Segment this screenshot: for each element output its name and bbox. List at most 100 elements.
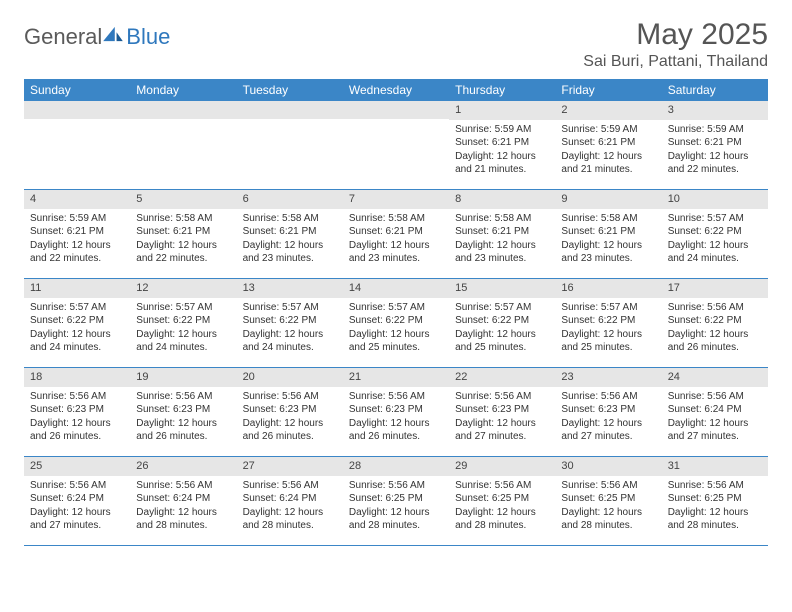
cell-body: Sunrise: 5:58 AMSunset: 6:21 PMDaylight:…: [449, 209, 555, 270]
calendar-page: General Blue May 2025 Sai Buri, Pattani,…: [0, 0, 792, 558]
sunrise-text: Sunrise: 5:59 AM: [668, 123, 762, 137]
sunrise-text: Sunrise: 5:58 AM: [136, 212, 230, 226]
cell-body: Sunrise: 5:59 AMSunset: 6:21 PMDaylight:…: [24, 209, 130, 270]
sunrise-text: Sunrise: 5:57 AM: [668, 212, 762, 226]
day-number: 13: [237, 279, 343, 298]
sunset-text: Sunset: 6:23 PM: [561, 403, 655, 417]
daylight-text: Daylight: 12 hours and 22 minutes.: [668, 150, 762, 177]
calendar-cell: [343, 101, 449, 189]
sunrise-text: Sunrise: 5:59 AM: [30, 212, 124, 226]
day-number: [237, 101, 343, 119]
sunset-text: Sunset: 6:21 PM: [30, 225, 124, 239]
day-number: 9: [555, 190, 661, 209]
daylight-text: Daylight: 12 hours and 23 minutes.: [561, 239, 655, 266]
sunrise-text: Sunrise: 5:56 AM: [561, 390, 655, 404]
day-number: 10: [662, 190, 768, 209]
week-row: 1Sunrise: 5:59 AMSunset: 6:21 PMDaylight…: [24, 101, 768, 190]
cell-body: Sunrise: 5:56 AMSunset: 6:24 PMDaylight:…: [130, 476, 236, 537]
sunset-text: Sunset: 6:23 PM: [30, 403, 124, 417]
sunrise-text: Sunrise: 5:57 AM: [455, 301, 549, 315]
day-header-cell: Friday: [555, 79, 661, 101]
calendar-cell: [130, 101, 236, 189]
sunrise-text: Sunrise: 5:58 AM: [455, 212, 549, 226]
sunset-text: Sunset: 6:23 PM: [243, 403, 337, 417]
sunrise-text: Sunrise: 5:57 AM: [136, 301, 230, 315]
sunset-text: Sunset: 6:22 PM: [455, 314, 549, 328]
calendar-cell: 2Sunrise: 5:59 AMSunset: 6:21 PMDaylight…: [555, 101, 661, 189]
sunset-text: Sunset: 6:21 PM: [455, 225, 549, 239]
cell-body: Sunrise: 5:56 AMSunset: 6:25 PMDaylight:…: [343, 476, 449, 537]
sunrise-text: Sunrise: 5:56 AM: [136, 479, 230, 493]
sunrise-text: Sunrise: 5:58 AM: [349, 212, 443, 226]
calendar-cell: 23Sunrise: 5:56 AMSunset: 6:23 PMDayligh…: [555, 368, 661, 456]
header: General Blue May 2025 Sai Buri, Pattani,…: [24, 18, 768, 71]
sunset-text: Sunset: 6:21 PM: [136, 225, 230, 239]
cell-body: Sunrise: 5:56 AMSunset: 6:23 PMDaylight:…: [343, 387, 449, 448]
sunset-text: Sunset: 6:25 PM: [668, 492, 762, 506]
daylight-text: Daylight: 12 hours and 28 minutes.: [455, 506, 549, 533]
daylight-text: Daylight: 12 hours and 22 minutes.: [30, 239, 124, 266]
daylight-text: Daylight: 12 hours and 28 minutes.: [561, 506, 655, 533]
sunset-text: Sunset: 6:24 PM: [30, 492, 124, 506]
calendar-cell: 30Sunrise: 5:56 AMSunset: 6:25 PMDayligh…: [555, 457, 661, 545]
day-number: 22: [449, 368, 555, 387]
sunrise-text: Sunrise: 5:56 AM: [243, 479, 337, 493]
title-block: May 2025 Sai Buri, Pattani, Thailand: [583, 18, 768, 71]
daylight-text: Daylight: 12 hours and 25 minutes.: [349, 328, 443, 355]
logo-text-blue: Blue: [126, 24, 170, 50]
daylight-text: Daylight: 12 hours and 24 minutes.: [136, 328, 230, 355]
sunset-text: Sunset: 6:22 PM: [561, 314, 655, 328]
sunrise-text: Sunrise: 5:56 AM: [668, 390, 762, 404]
sunrise-text: Sunrise: 5:56 AM: [561, 479, 655, 493]
cell-body: Sunrise: 5:58 AMSunset: 6:21 PMDaylight:…: [237, 209, 343, 270]
calendar-cell: 26Sunrise: 5:56 AMSunset: 6:24 PMDayligh…: [130, 457, 236, 545]
location-text: Sai Buri, Pattani, Thailand: [583, 53, 768, 71]
daylight-text: Daylight: 12 hours and 22 minutes.: [136, 239, 230, 266]
cell-body: Sunrise: 5:57 AMSunset: 6:22 PMDaylight:…: [237, 298, 343, 359]
daylight-text: Daylight: 12 hours and 28 minutes.: [668, 506, 762, 533]
day-number: 27: [237, 457, 343, 476]
daylight-text: Daylight: 12 hours and 25 minutes.: [561, 328, 655, 355]
logo-text-general: General: [24, 24, 102, 50]
day-number: [343, 101, 449, 119]
calendar-cell: 24Sunrise: 5:56 AMSunset: 6:24 PMDayligh…: [662, 368, 768, 456]
week-row: 25Sunrise: 5:56 AMSunset: 6:24 PMDayligh…: [24, 457, 768, 546]
sunset-text: Sunset: 6:21 PM: [561, 136, 655, 150]
calendar-cell: [24, 101, 130, 189]
cell-body: Sunrise: 5:56 AMSunset: 6:24 PMDaylight:…: [24, 476, 130, 537]
calendar-cell: 21Sunrise: 5:56 AMSunset: 6:23 PMDayligh…: [343, 368, 449, 456]
sunrise-text: Sunrise: 5:56 AM: [455, 390, 549, 404]
calendar-cell: 18Sunrise: 5:56 AMSunset: 6:23 PMDayligh…: [24, 368, 130, 456]
day-number: 17: [662, 279, 768, 298]
daylight-text: Daylight: 12 hours and 28 minutes.: [136, 506, 230, 533]
sunrise-text: Sunrise: 5:59 AM: [455, 123, 549, 137]
week-row: 18 Sunrise: 5:56 AMSunset: 6:23 PMDayligh…: [24, 368, 768, 457]
sunrise-text: Sunrise: 5:59 AM: [561, 123, 655, 137]
day-number: 18: [24, 368, 130, 387]
logo-sail-icon: [102, 26, 124, 42]
sunrise-text: Sunrise: 5:56 AM: [668, 301, 762, 315]
daylight-text: Daylight: 12 hours and 21 minutes.: [455, 150, 549, 177]
day-number: 16: [555, 279, 661, 298]
calendar-cell: 27Sunrise: 5:56 AMSunset: 6:24 PMDayligh…: [237, 457, 343, 545]
cell-body: Sunrise: 5:58 AMSunset: 6:21 PMDaylight:…: [343, 209, 449, 270]
sunrise-text: Sunrise: 5:56 AM: [455, 479, 549, 493]
cell-body: Sunrise: 5:59 AMSunset: 6:21 PMDaylight:…: [449, 120, 555, 181]
day-number: 23: [555, 368, 661, 387]
day-number: 19: [130, 368, 236, 387]
calendar-cell: 10Sunrise: 5:57 AMSunset: 6:22 PMDayligh…: [662, 190, 768, 278]
sunrise-text: Sunrise: 5:56 AM: [136, 390, 230, 404]
daylight-text: Daylight: 12 hours and 27 minutes.: [30, 506, 124, 533]
cell-body: [130, 119, 236, 126]
cell-body: [24, 119, 130, 126]
sunset-text: Sunset: 6:23 PM: [455, 403, 549, 417]
sunrise-text: Sunrise: 5:58 AM: [561, 212, 655, 226]
cell-body: Sunrise: 5:57 AMSunset: 6:22 PMDaylight:…: [24, 298, 130, 359]
cell-body: Sunrise: 5:59 AMSunset: 6:21 PMDaylight:…: [555, 120, 661, 181]
sunrise-text: Sunrise: 5:56 AM: [30, 479, 124, 493]
daylight-text: Daylight: 12 hours and 24 minutes.: [30, 328, 124, 355]
day-number: 31: [662, 457, 768, 476]
cell-body: Sunrise: 5:56 AMSunset: 6:25 PMDaylight:…: [449, 476, 555, 537]
cell-body: Sunrise: 5:57 AMSunset: 6:22 PMDaylight:…: [555, 298, 661, 359]
day-number: 14: [343, 279, 449, 298]
